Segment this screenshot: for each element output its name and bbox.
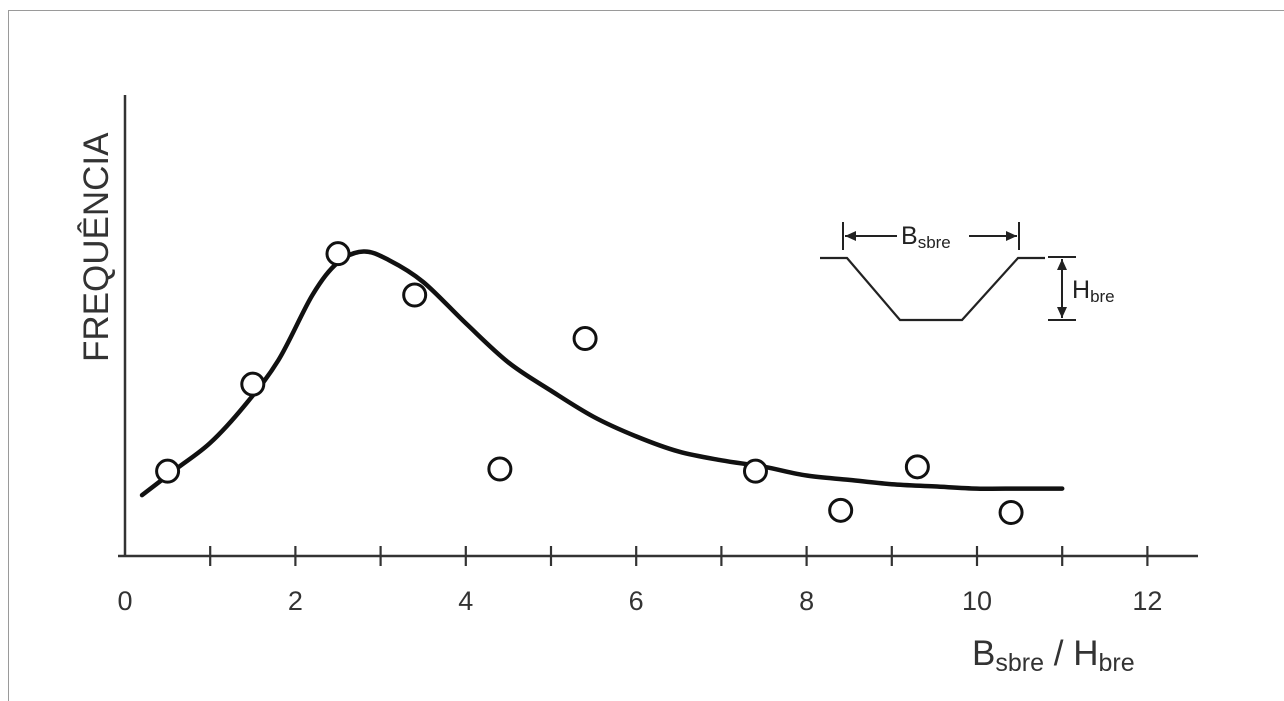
data-point (904, 454, 930, 480)
x-tick-labels: 0 2 4 6 8 10 12 (117, 586, 1162, 616)
fit-curve (139, 249, 1065, 498)
data-points (155, 241, 1024, 525)
x-tick-label: 2 (288, 586, 303, 616)
height-arrow-top (1057, 259, 1067, 270)
x-tick-label: 12 (1132, 586, 1162, 616)
x-axis-title-h: H (1073, 634, 1098, 673)
y-axis-title: FREQUÊNCIA (77, 132, 116, 362)
x-tick-label: 10 (962, 586, 992, 616)
height-arrow-bottom (1057, 307, 1067, 318)
data-point (155, 458, 181, 484)
data-point (572, 326, 598, 351)
width-label: Bsbre (901, 222, 951, 252)
data-point (742, 458, 768, 484)
x-axis-title-b: B (972, 634, 995, 673)
channel-profile (820, 256, 1045, 322)
width-arrow-left (845, 231, 856, 241)
x-axis-title: Bsbre / Hbre (972, 634, 1135, 677)
x-axis-title-h-sub: bre (1098, 649, 1134, 677)
x-tick-label: 6 (629, 586, 644, 616)
figure-frame (8, 10, 1284, 701)
width-label-main: B (901, 222, 918, 250)
width-label-sub: sbre (918, 233, 951, 252)
channel-inset: Bsbre Hbre (820, 222, 1115, 322)
data-point (828, 497, 854, 523)
width-arrow-right (1006, 231, 1017, 241)
height-label-main: H (1072, 276, 1090, 304)
data-point (998, 500, 1024, 525)
height-label: Hbre (1072, 276, 1115, 306)
data-point (325, 241, 351, 267)
x-axis-title-sep: / (1044, 634, 1073, 673)
x-axis-ticks (209, 546, 1149, 566)
data-point (487, 456, 513, 482)
data-point (240, 371, 266, 397)
x-tick-label: 8 (799, 586, 814, 616)
height-label-sub: bre (1090, 287, 1115, 306)
x-tick-label: 0 (117, 586, 132, 616)
data-point (402, 282, 428, 308)
x-axis-title-b-sub: sbre (995, 649, 1044, 677)
x-tick-label: 4 (458, 586, 473, 616)
